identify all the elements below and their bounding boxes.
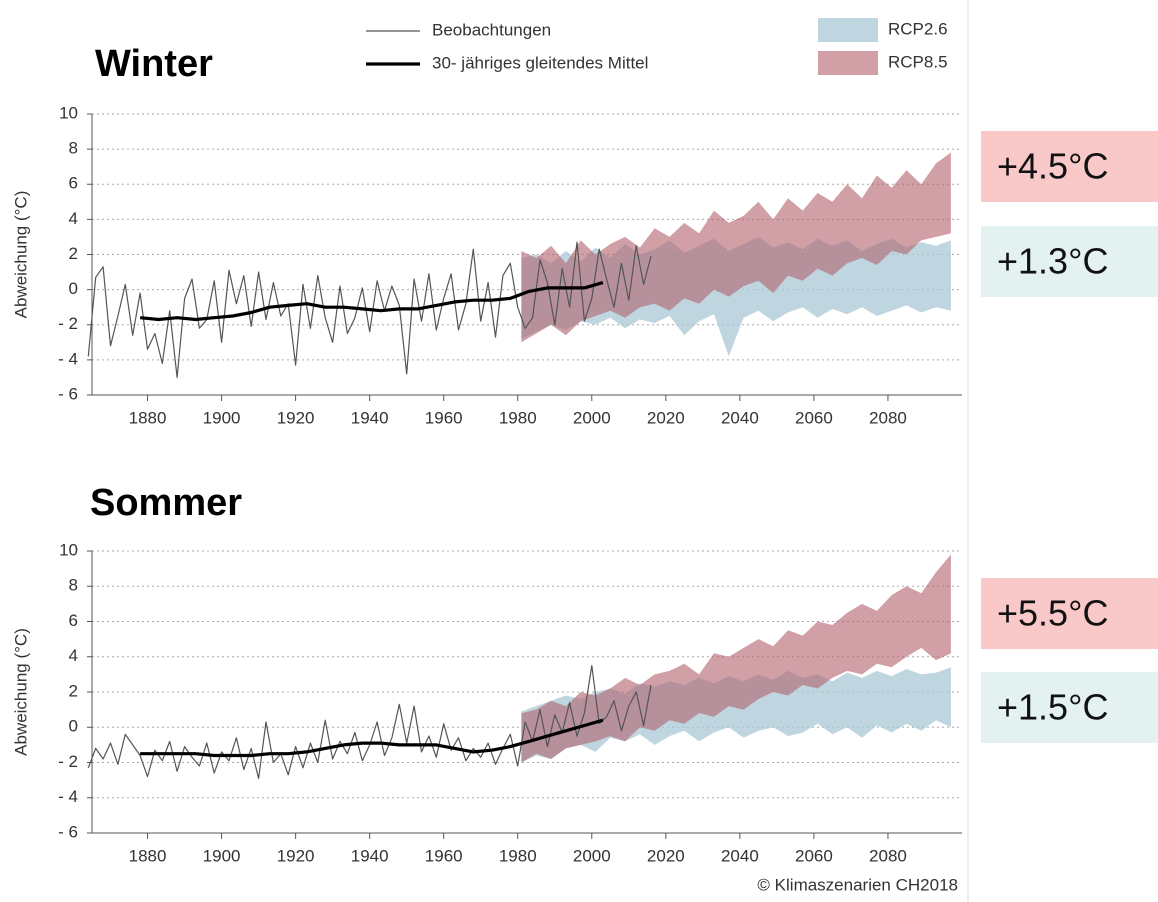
x-tick-label: 1900: [203, 408, 241, 427]
scenario-band: [521, 152, 951, 343]
y-tick-label: - 2: [58, 314, 78, 333]
x-tick-label: 2020: [647, 846, 685, 865]
annotation-text: +4.5°C: [997, 146, 1108, 187]
y-tick-label: 6: [69, 174, 78, 193]
annotation-box: [981, 672, 1158, 743]
legend-label: 30- jähriges gleitendes Mittel: [432, 53, 648, 72]
annotation-box: [981, 131, 1158, 202]
x-tick-label: 2040: [721, 408, 759, 427]
x-tick-label: 1980: [499, 408, 537, 427]
y-axis-label: Abweichung (°C): [11, 628, 30, 756]
x-tick-label: 2060: [795, 846, 833, 865]
panel-title: Winter: [95, 43, 213, 85]
x-tick-label: 1900: [203, 846, 241, 865]
annotation-text: +1.5°C: [997, 687, 1108, 728]
x-tick-label: 1980: [499, 846, 537, 865]
y-tick-label: 4: [69, 209, 78, 228]
x-tick-label: 1960: [425, 408, 463, 427]
y-tick-label: 8: [69, 576, 78, 595]
y-tick-label: 6: [69, 611, 78, 630]
x-tick-label: 2040: [721, 846, 759, 865]
y-tick-label: 10: [59, 540, 78, 559]
x-tick-label: 1880: [129, 408, 167, 427]
legend-swatch: [818, 18, 878, 42]
moving-average-line: [140, 718, 604, 758]
y-tick-label: - 4: [58, 787, 78, 806]
scenario-band: [521, 667, 951, 763]
annotation-text: +5.5°C: [997, 593, 1108, 634]
y-tick-label: 0: [69, 717, 78, 736]
x-tick-label: 2080: [869, 846, 907, 865]
x-tick-label: 2080: [869, 408, 907, 427]
y-axis-label: Abweichung (°C): [11, 191, 30, 319]
x-tick-label: 1920: [277, 846, 315, 865]
x-tick-label: 2060: [795, 408, 833, 427]
y-tick-label: - 2: [58, 752, 78, 771]
y-tick-label: - 4: [58, 349, 78, 368]
y-tick-label: 10: [59, 103, 78, 122]
x-tick-label: 2000: [573, 408, 611, 427]
legend-label: RCP2.6: [888, 19, 948, 38]
moving-average-line: [139, 281, 604, 322]
legend-label: Beobachtungen: [432, 20, 551, 39]
y-tick-label: 2: [69, 244, 78, 263]
y-tick-label: 8: [69, 139, 78, 158]
source: © Klimaszenarien CH2018: [757, 875, 958, 894]
y-tick-label: 4: [69, 646, 78, 665]
x-tick-label: 1960: [425, 846, 463, 865]
y-tick-label: - 6: [58, 822, 78, 841]
x-tick-label: 1940: [351, 846, 389, 865]
annotation-box: [981, 578, 1158, 649]
x-tick-label: 2000: [573, 846, 611, 865]
x-tick-label: 2020: [647, 408, 685, 427]
observation-line: [87, 241, 652, 378]
legend-swatch: [818, 51, 878, 75]
annotation-text: +1.3°C: [997, 241, 1108, 282]
x-tick-label: 1920: [277, 408, 315, 427]
y-tick-label: 2: [69, 681, 78, 700]
annotation-box: [981, 226, 1158, 297]
scenario-band: [521, 554, 951, 763]
y-tick-label: 0: [69, 279, 78, 298]
panel-title: Sommer: [90, 482, 242, 524]
y-tick-label: - 6: [58, 384, 78, 403]
x-tick-label: 1940: [351, 408, 389, 427]
legend-label: RCP8.5: [888, 52, 948, 71]
x-tick-label: 1880: [129, 846, 167, 865]
